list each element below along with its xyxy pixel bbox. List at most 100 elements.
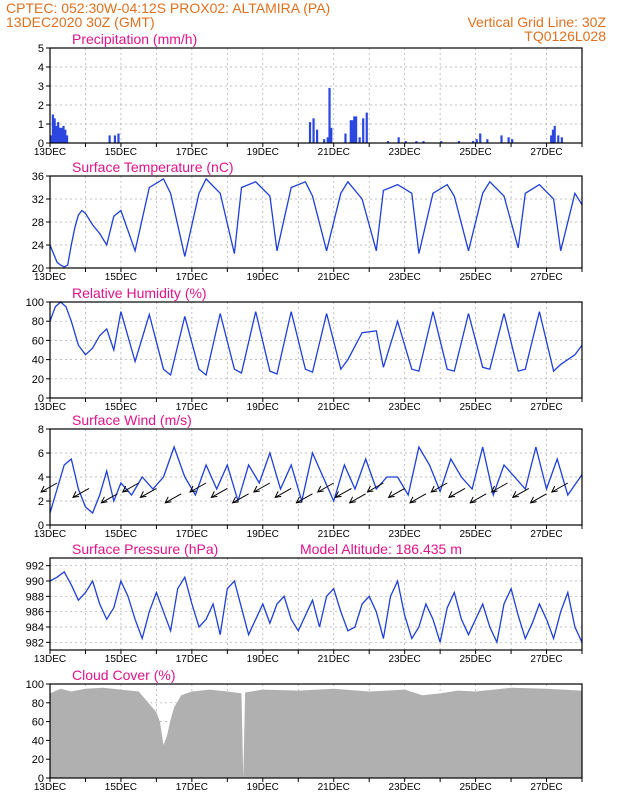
precip-bar <box>50 135 53 143</box>
wind-direction-arrow <box>274 487 292 499</box>
y-tick-label: 2 <box>38 100 44 112</box>
y-tick-label: 990 <box>26 576 44 588</box>
wind-direction-arrow <box>334 487 352 499</box>
wind-direction-arrow <box>409 493 427 504</box>
wind-panel: Surface Wind (m/s) 0 2 4 6 8 13DEC 15DEC 17DEC 19… <box>34 412 583 540</box>
x-tick-label: 23DEC <box>389 147 421 158</box>
x-tick-label: 21DEC <box>318 147 350 158</box>
x-tick-label: 27DEC <box>530 272 562 283</box>
wind-direction-arrow <box>448 487 466 499</box>
x-tick-label: 13DEC <box>34 272 66 283</box>
precip-bar <box>365 112 368 143</box>
precip-bar <box>358 137 361 143</box>
x-tick-label: 13DEC <box>34 654 66 665</box>
precip-bar <box>440 141 443 143</box>
y-tick-label: 20 <box>32 754 44 766</box>
precip-bar <box>60 127 63 143</box>
precip-bar <box>312 118 315 143</box>
wind-frame <box>49 428 583 526</box>
y-tick-label: 4 <box>38 62 44 74</box>
wind-direction-arrow <box>295 493 313 504</box>
x-tick-label: 23DEC <box>389 402 421 413</box>
y-tick-label: 3 <box>38 81 44 93</box>
wind-direction-arrow <box>139 487 157 499</box>
x-tick-label: 17DEC <box>176 402 208 413</box>
cloud-cover-panel: Cloud Cover (%) 0 20 40 60 80 100 13DEC 15DEC 17D… <box>26 667 583 793</box>
x-tick-label: 27DEC <box>530 654 562 665</box>
precip-bar <box>397 137 400 143</box>
wind-direction-arrow <box>40 482 58 493</box>
precip-bar <box>404 141 407 143</box>
y-tick-label: 0 <box>38 773 44 785</box>
x-tick-label: 15DEC <box>105 402 137 413</box>
x-tick-label: 21DEC <box>318 782 350 793</box>
x-tick-label: 15DEC <box>105 272 137 283</box>
precip-bar <box>57 122 60 143</box>
precip-bar <box>316 129 319 143</box>
humidity-line <box>49 301 583 377</box>
x-tick-label: 21DEC <box>318 529 350 540</box>
precip-bar <box>422 141 425 143</box>
y-tick-label: 984 <box>26 622 44 634</box>
y-tick-label: 1 <box>38 119 44 131</box>
x-tick-label: 17DEC <box>176 147 208 158</box>
precip-bar <box>362 118 365 143</box>
x-tick-label: 13DEC <box>34 529 66 540</box>
wind-direction-arrow <box>469 493 487 504</box>
x-tick-label: 27DEC <box>530 782 562 793</box>
y-tick-label: 40 <box>32 355 44 367</box>
y-tick-label: 80 <box>32 698 44 710</box>
x-tick-label: 19DEC <box>247 654 279 665</box>
wind-title: Surface Wind (m/s) <box>72 412 192 428</box>
y-tick-label: 100 <box>26 679 44 691</box>
x-tick-label: 13DEC <box>34 782 66 793</box>
pressure-annotation: Model Altitude: 186.435 m <box>300 541 462 557</box>
precip-bar <box>349 120 352 143</box>
x-tick-label: 27DEC <box>530 402 562 413</box>
x-tick-label: 21DEC <box>318 272 350 283</box>
pressure-frame <box>49 557 583 651</box>
y-tick-label: 24 <box>32 240 44 252</box>
x-tick-label: 15DEC <box>105 782 137 793</box>
precip-bar <box>351 120 354 143</box>
y-tick-label: 36 <box>32 171 44 183</box>
header-grid-line: Vertical Grid Line: 30Z <box>467 14 606 30</box>
y-tick-label: 5 <box>38 43 44 55</box>
y-tick-label: 20 <box>32 263 44 275</box>
header-date: 13DEC2020 30Z (GMT) <box>6 14 155 30</box>
wind-direction-arrow <box>121 482 139 493</box>
precip-bar <box>117 133 120 143</box>
precip-bar <box>551 129 555 143</box>
x-tick-label: 27DEC <box>530 529 562 540</box>
precip-bar <box>472 141 475 143</box>
y-tick-label: 8 <box>38 424 44 436</box>
x-tick-label: 15DEC <box>105 147 137 158</box>
wind-direction-arrow <box>529 493 547 504</box>
x-tick-label: 23DEC <box>389 529 421 540</box>
precipitation-title: Precipitation (mm/h) <box>72 31 197 47</box>
temperature-title: Surface Temperature (nC) <box>72 159 234 175</box>
pressure-title: Surface Pressure (hPa) <box>72 541 218 557</box>
precip-bar <box>475 139 478 143</box>
x-tick-label: 13DEC <box>34 147 66 158</box>
precip-bar <box>386 141 390 143</box>
x-tick-label: 19DEC <box>247 147 279 158</box>
wind-direction-arrow <box>511 487 530 499</box>
precip-bar <box>58 127 62 143</box>
precip-bar <box>65 135 69 143</box>
y-tick-label: 0 <box>38 520 44 532</box>
precipitation-frame <box>49 47 583 144</box>
precip-bar <box>328 87 331 143</box>
x-tick-label: 17DEC <box>176 272 208 283</box>
y-tick-label: 988 <box>26 591 44 603</box>
precip-bar <box>557 135 560 143</box>
y-tick-label: 0 <box>38 138 44 150</box>
precip-bar <box>479 133 482 143</box>
wind-direction-arrow <box>316 482 334 493</box>
cloud-cover-frame <box>49 683 583 779</box>
x-tick-label: 15DEC <box>105 529 137 540</box>
wind-direction-arrow <box>72 487 90 499</box>
pressure-panel: Surface Pressure (hPa) Model Altitude: 18… <box>26 541 583 665</box>
x-tick-label: 27DEC <box>530 147 562 158</box>
